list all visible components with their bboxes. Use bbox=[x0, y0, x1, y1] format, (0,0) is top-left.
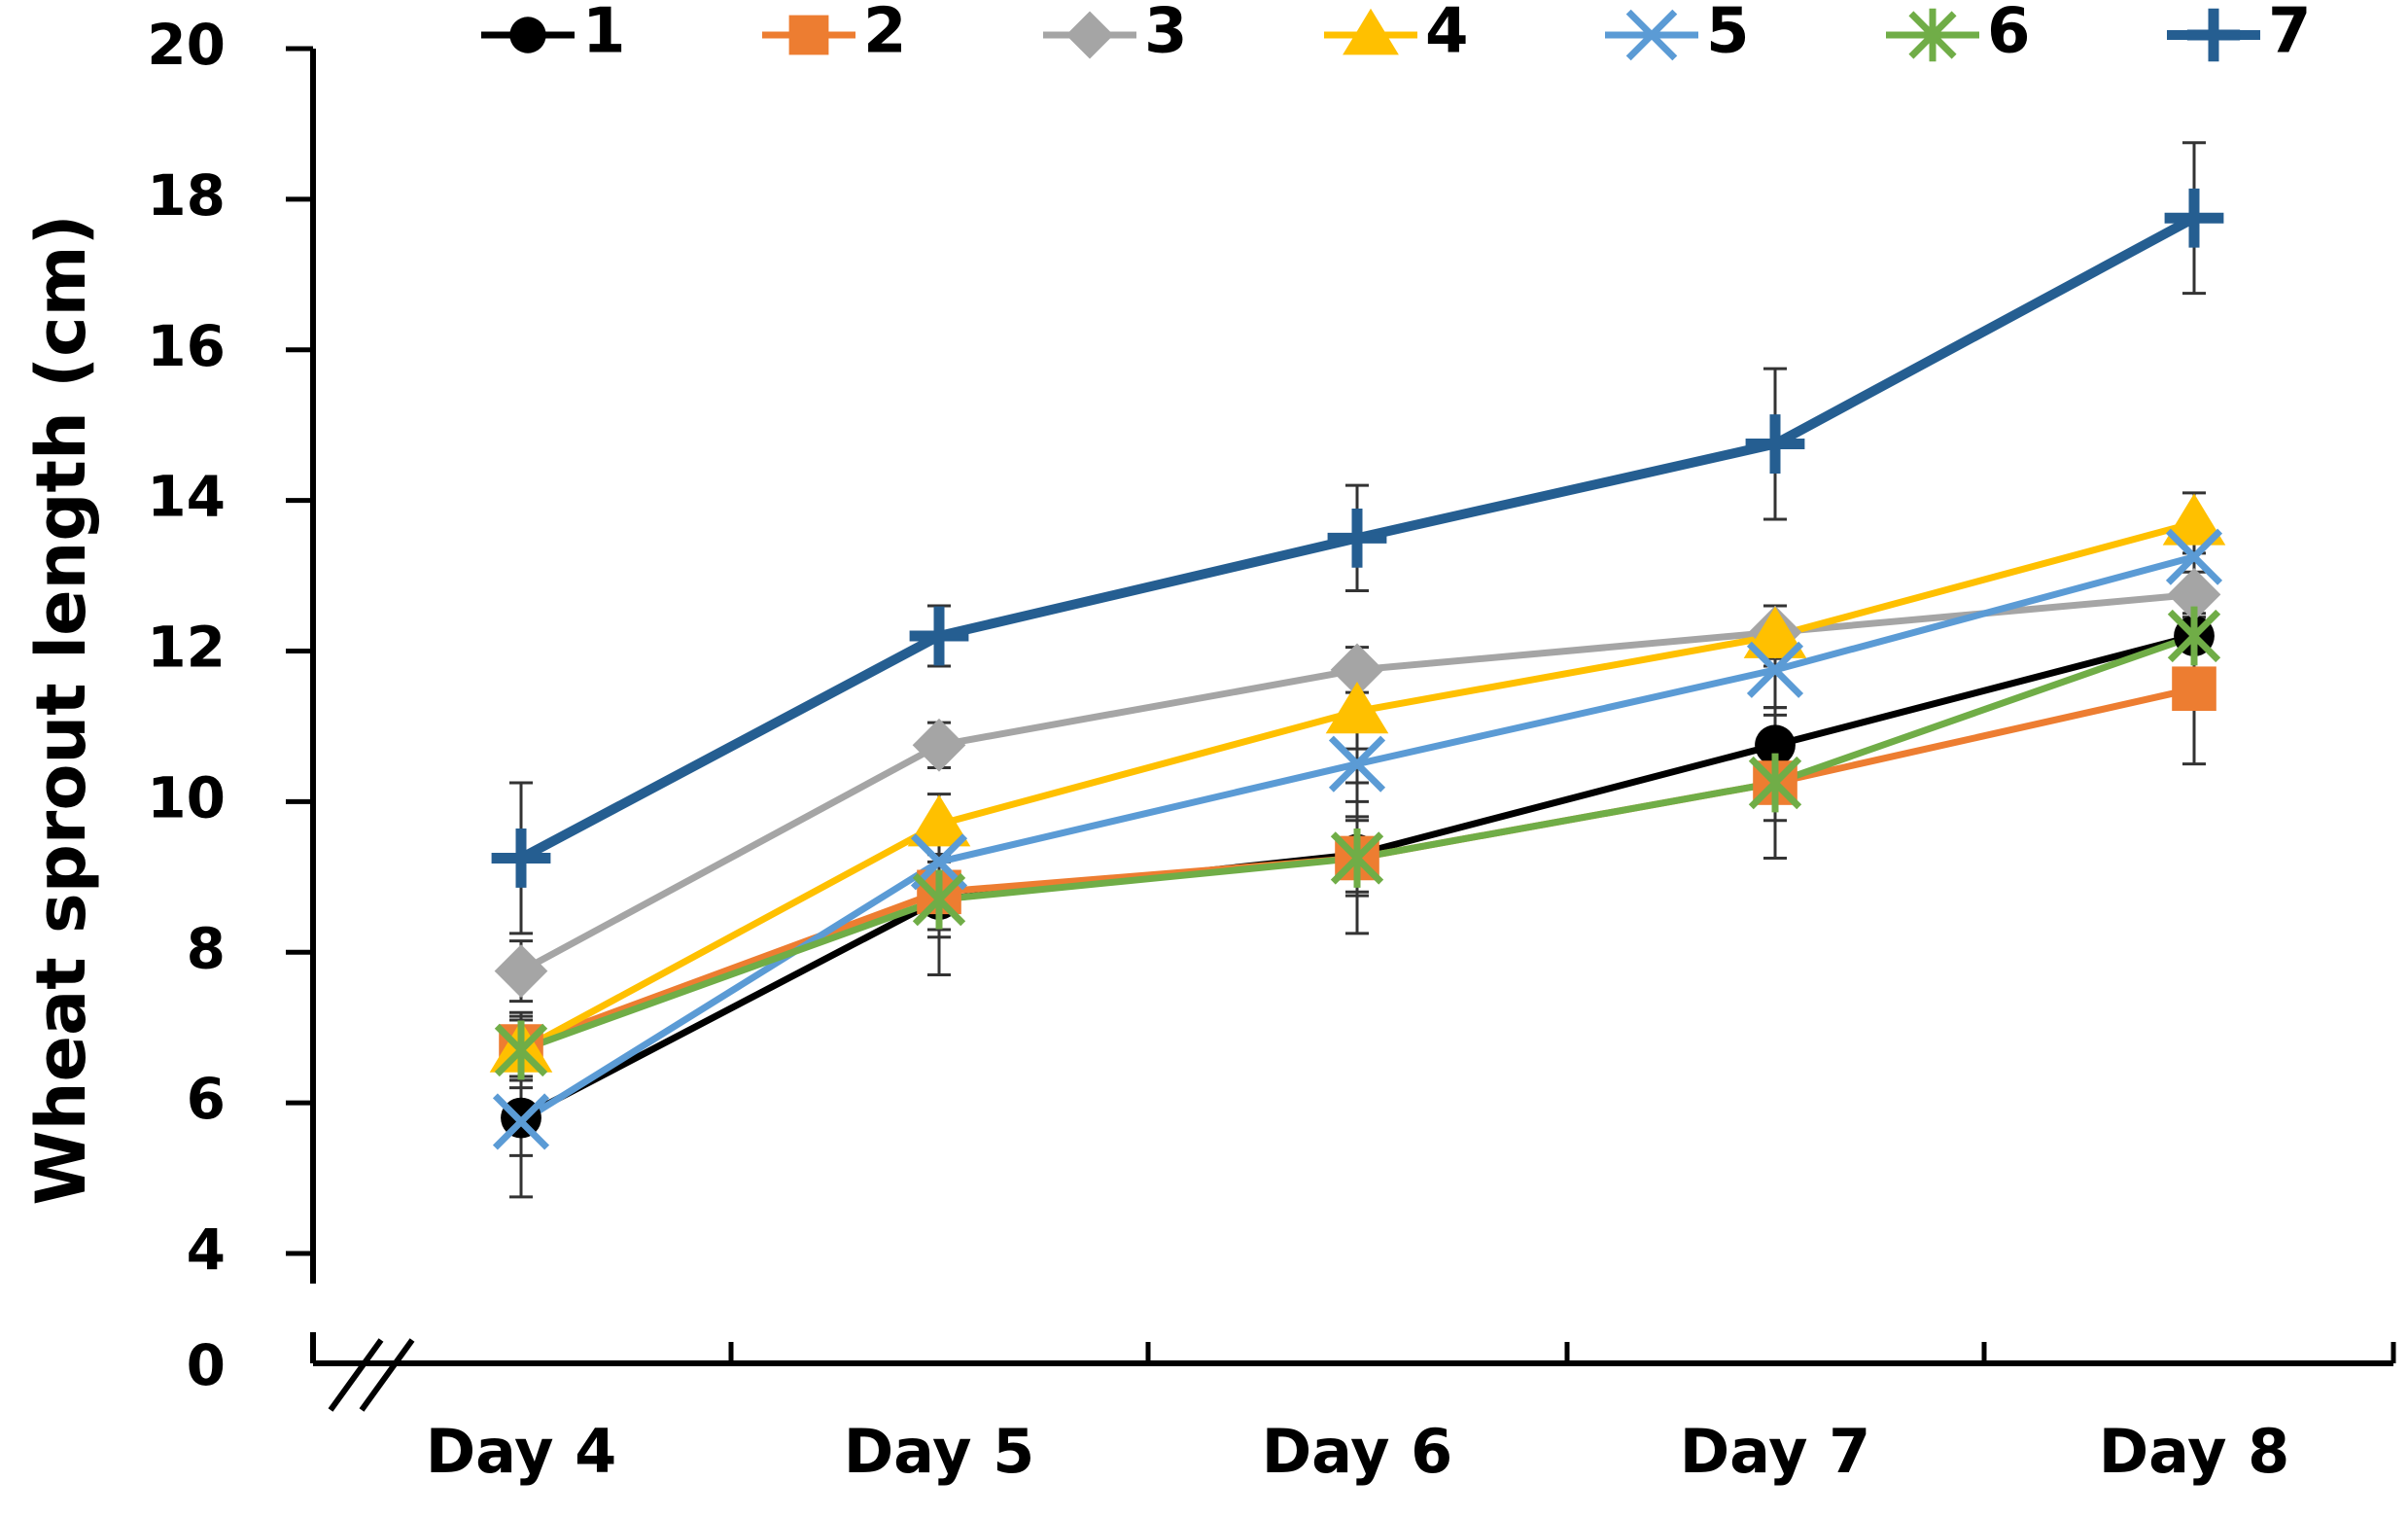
legend-item-6: 6 bbox=[1886, 0, 2031, 68]
y-tick-label: 12 bbox=[147, 615, 226, 681]
data-point-series-3 bbox=[2167, 568, 2221, 621]
legend-item-1: 1 bbox=[481, 0, 626, 68]
data-point-series-5 bbox=[1328, 735, 1386, 793]
legend-label: 7 bbox=[2268, 0, 2312, 68]
y-tick-label: 16 bbox=[147, 313, 226, 379]
data-point-series-7 bbox=[2164, 188, 2224, 248]
data-point-series-5 bbox=[1746, 641, 1804, 698]
data-point-series-7 bbox=[909, 606, 969, 666]
data-point-series-3 bbox=[1330, 643, 1384, 697]
data-point-series-6 bbox=[912, 869, 966, 930]
y-tick-label: 18 bbox=[147, 162, 226, 229]
data-point-series-7 bbox=[1327, 508, 1387, 568]
legend-label: 6 bbox=[1987, 0, 2031, 68]
data-point-series-6 bbox=[1330, 829, 1384, 888]
legend-marker bbox=[509, 17, 546, 53]
x-axis-ticks: Day 4 Day 5 Day 6 Day 7 Day 8 bbox=[426, 1342, 2396, 1487]
legend-label: 1 bbox=[582, 0, 626, 68]
legend-marker bbox=[788, 15, 829, 55]
data-point-series-7 bbox=[491, 829, 551, 888]
legend-label: 3 bbox=[1144, 0, 1188, 68]
data-point-series-3 bbox=[494, 944, 548, 998]
data-point-series-2 bbox=[2172, 666, 2216, 712]
legend-label: 2 bbox=[863, 0, 907, 68]
y-tick-label: 20 bbox=[147, 12, 226, 78]
series-markers bbox=[489, 188, 2226, 1150]
data-point-series-5 bbox=[492, 1093, 550, 1150]
data-point-series-7 bbox=[1745, 414, 1805, 474]
legend-label: 4 bbox=[1425, 0, 1469, 68]
legend-item-4: 4 bbox=[1324, 0, 1469, 68]
legend-item-5: 5 bbox=[1605, 0, 1750, 68]
axis-break-mark bbox=[328, 1338, 415, 1412]
data-point-series-6 bbox=[1748, 753, 1802, 813]
data-point-series-6 bbox=[2167, 606, 2221, 666]
x-tick-label: Day 6 bbox=[1262, 1416, 1453, 1487]
y-tick-label: 10 bbox=[147, 764, 226, 830]
legend-item-2: 2 bbox=[762, 0, 907, 68]
x-tick-label: Day 7 bbox=[1680, 1416, 1871, 1487]
data-point-series-1 bbox=[1755, 724, 1796, 766]
data-point-series-4 bbox=[1325, 682, 1389, 734]
data-point-series-4 bbox=[907, 794, 971, 847]
y-tick-label: 6 bbox=[187, 1066, 226, 1132]
y-tick-label: 8 bbox=[187, 915, 226, 981]
data-point-series-6 bbox=[494, 1020, 548, 1080]
legend-item-3: 3 bbox=[1043, 0, 1188, 68]
data-point-series-4 bbox=[2162, 493, 2226, 546]
data-point-series-3 bbox=[912, 718, 966, 772]
legend-marker bbox=[1065, 11, 1114, 59]
x-tick-label: Day 8 bbox=[2099, 1416, 2290, 1487]
legend-marker bbox=[2186, 8, 2241, 62]
data-point-series-4 bbox=[1743, 606, 1807, 658]
y-tick-label: 4 bbox=[187, 1216, 226, 1283]
legend-marker bbox=[1625, 9, 1678, 61]
y-tick-label: 14 bbox=[147, 464, 226, 530]
x-tick-label: Day 5 bbox=[844, 1416, 1035, 1487]
legend-marker bbox=[1908, 8, 1957, 62]
x-tick-label: Day 4 bbox=[426, 1416, 617, 1487]
y-axis-break-label: 0 bbox=[187, 1332, 226, 1398]
y-axis-ticks: 4 6 8 10 12 14 16 18 20 bbox=[147, 12, 313, 1283]
y-axis-label: Wheat sprout length (cm) bbox=[21, 214, 101, 1205]
legend-item-7: 7 bbox=[2167, 0, 2312, 68]
data-point-series-5 bbox=[2165, 528, 2223, 585]
legend-marker bbox=[1343, 8, 1399, 55]
legend: 1 2 3 4 5 6 7 bbox=[481, 0, 2312, 68]
legend-label: 5 bbox=[1706, 0, 1750, 68]
